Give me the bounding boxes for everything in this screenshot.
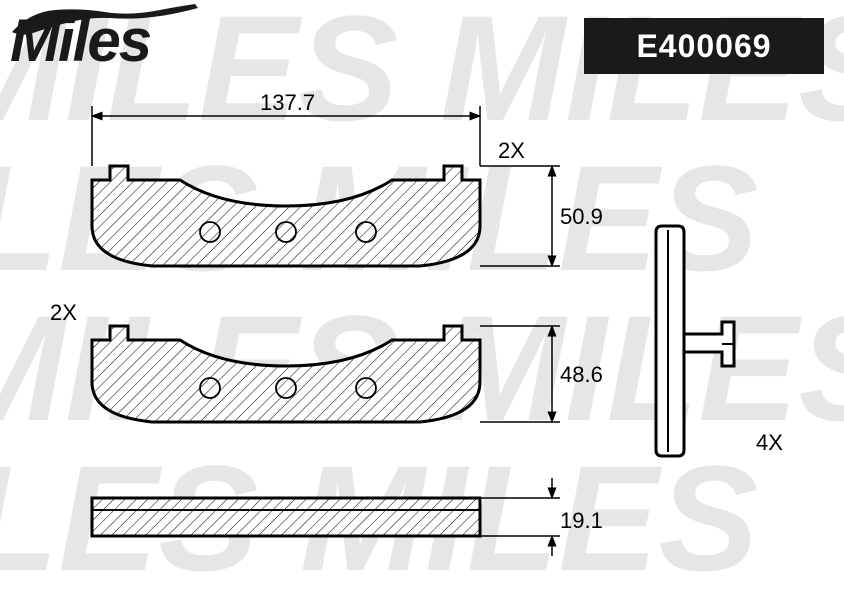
qty-bottom-pad: 2X (50, 300, 77, 325)
retaining-clip (656, 226, 734, 456)
qty-clip: 4X (756, 430, 783, 455)
dim-height-top: 50.9 (480, 166, 603, 266)
brake-pad-side-view (92, 498, 480, 536)
brake-pad-top (92, 166, 480, 266)
qty-top-pad: 2X (498, 138, 525, 163)
brake-pad-bottom (92, 326, 480, 422)
dim-height-top-value: 50.9 (560, 204, 603, 229)
dim-width-value: 137.7 (260, 90, 315, 115)
dim-thickness-value: 19.1 (560, 508, 603, 533)
dim-height-bottom: 48.6 (480, 326, 603, 422)
dim-width: 137.7 (92, 90, 480, 166)
dim-height-bottom-value: 48.6 (560, 362, 603, 387)
technical-drawing: 137.7 2X 50.9 2X 48.6 (0, 0, 844, 610)
dim-thickness: 19.1 (480, 478, 603, 556)
